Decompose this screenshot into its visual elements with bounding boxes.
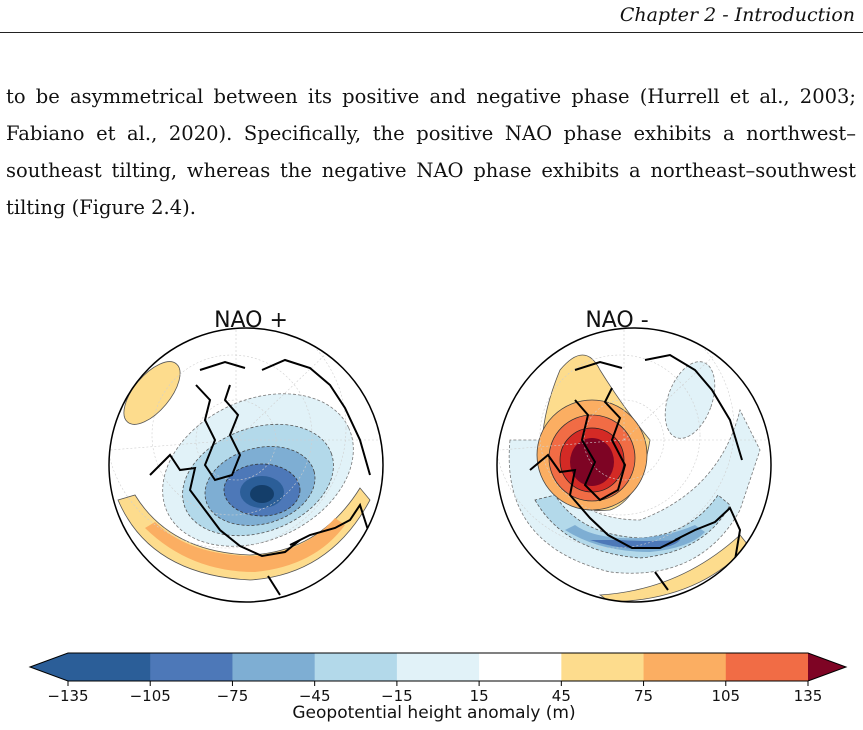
colorbar-segment <box>396 653 480 681</box>
map-nao-positive <box>108 327 384 603</box>
colorbar-label: Geopotential height anomaly (m) <box>292 703 575 723</box>
colorbar <box>28 652 848 682</box>
colorbar-segment <box>479 653 562 681</box>
body-paragraph: to be asymmetrical between its positive … <box>6 78 856 226</box>
colorbar-tick-label: −15 <box>381 687 413 705</box>
colorbar-segment <box>643 653 727 681</box>
paragraph-line: Fabiano et al., 2020). Specifically, the… <box>6 122 856 145</box>
map-nao-negative <box>496 327 772 603</box>
colorbar-ticks: −135 −105 −75 −45 −15 15 45 75 105 135 <box>47 681 822 705</box>
nao-figure: NAO + NAO - <box>28 308 848 723</box>
colorbar-tick-label: −45 <box>299 687 331 705</box>
colorbar-segment <box>561 653 645 681</box>
colorbar-arrow-max <box>808 653 846 681</box>
colorbar-tick-label: −75 <box>217 687 249 705</box>
colorbar-tick-label: −105 <box>130 687 171 705</box>
colorbar-segment <box>314 653 398 681</box>
colorbar-segment <box>68 653 151 681</box>
colorbar-tick-label: −135 <box>47 687 88 705</box>
colorbar-segment <box>725 653 809 681</box>
page-header: Chapter 2 - Introduction <box>0 0 863 33</box>
chapter-title: Chapter 2 - Introduction <box>619 4 855 26</box>
colorbar-tick-label: 105 <box>711 687 740 705</box>
paragraph-line: tilting (Figure 2.4). <box>6 196 196 219</box>
paragraph-line: to be asymmetrical between its positive … <box>6 85 856 108</box>
colorbar-tick-label: 75 <box>634 687 653 705</box>
colorbar-tick-label: 135 <box>794 687 823 705</box>
paragraph-line: southeast tilting, whereas the negative … <box>6 159 856 182</box>
colorbar-arrow-min <box>30 653 68 681</box>
colorbar-segment <box>232 653 316 681</box>
colorbar-tick-label: 45 <box>552 687 571 705</box>
colorbar-tick-label: 15 <box>470 687 489 705</box>
colorbar-segment <box>150 653 233 681</box>
